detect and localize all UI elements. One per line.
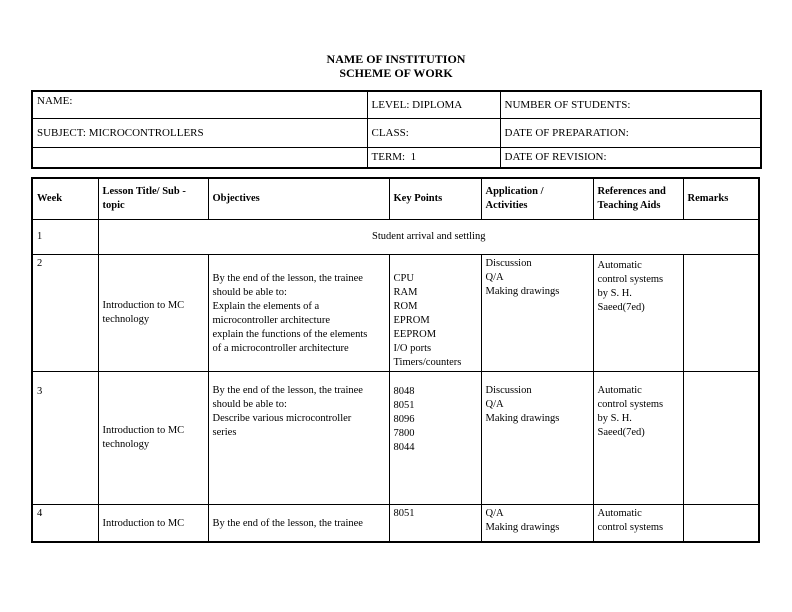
cell-references: Automatic control systems bbox=[592, 503, 684, 543]
info-row-3: TERM: 1 DATE OF REVISION: bbox=[31, 146, 762, 169]
cell-week1-note: Student arrival and settling bbox=[97, 218, 760, 255]
term-field: TERM: 1 bbox=[366, 146, 501, 169]
week-3-row: 3 Introduction to MC technology By the e… bbox=[31, 370, 760, 505]
week-4-row: 4 Introduction to MC By the end of the l… bbox=[31, 503, 760, 543]
cell-objectives: By the end of the lesson, the trainee sh… bbox=[207, 253, 390, 372]
week-2-row: 2 Introduction to MC technology By the e… bbox=[31, 253, 760, 372]
info-table: NAME: LEVEL: DIPLOMA NUMBER OF STUDENTS:… bbox=[31, 90, 762, 169]
cell-references: Automatic control systems by S. H. Saeed… bbox=[592, 253, 684, 372]
students-field: NUMBER OF STUDENTS: bbox=[499, 90, 762, 119]
info-row-1: NAME: LEVEL: DIPLOMA NUMBER OF STUDENTS: bbox=[31, 90, 762, 119]
col-header-application: Application / Activities bbox=[480, 177, 594, 220]
cell-week-number: 2 bbox=[31, 253, 99, 372]
institution-name: NAME OF INSTITUTION bbox=[326, 52, 466, 66]
name-field: NAME: bbox=[31, 90, 368, 119]
cell-week-number: 3 bbox=[31, 370, 99, 505]
level-field: LEVEL: DIPLOMA bbox=[366, 90, 501, 119]
document-title: NAME OF INSTITUTION SCHEME OF WORK bbox=[0, 52, 792, 80]
cell-application: Discussion Q/A Making drawings bbox=[480, 370, 594, 505]
col-header-remarks: Remarks bbox=[682, 177, 760, 220]
cell-remarks bbox=[682, 503, 760, 543]
subject-field: SUBJECT: MICROCONTROLLERS bbox=[31, 117, 368, 148]
revision-field: DATE OF REVISION: bbox=[499, 146, 762, 169]
cell-key-points: CPU RAM ROM EPROM EEPROM I/O ports Timer… bbox=[388, 253, 482, 372]
col-header-lesson-title: Lesson Title/ Sub - topic bbox=[97, 177, 209, 220]
cell-application: Q/A Making drawings bbox=[480, 503, 594, 543]
cell-key-points: 8051 bbox=[388, 503, 482, 543]
col-header-objectives: Objectives bbox=[207, 177, 390, 220]
col-header-key-points: Key Points bbox=[388, 177, 482, 220]
cell-objectives: By the end of the lesson, the trainee sh… bbox=[207, 370, 390, 505]
cell-week-number: 1 bbox=[31, 218, 99, 255]
cell-key-points: 8048 8051 8096 7800 8044 bbox=[388, 370, 482, 505]
cell-lesson-title: Introduction to MC bbox=[97, 503, 209, 543]
cell-lesson-title: Introduction to MC technology bbox=[97, 253, 209, 372]
class-field: CLASS: bbox=[366, 117, 501, 148]
col-header-week: Week bbox=[31, 177, 99, 220]
cell-remarks bbox=[682, 253, 760, 372]
scheme-header-row: Week Lesson Title/ Sub - topic Objective… bbox=[31, 177, 760, 220]
info-row-2: SUBJECT: MICROCONTROLLERS CLASS: DATE OF… bbox=[31, 117, 762, 148]
col-header-references: References and Teaching Aids bbox=[592, 177, 684, 220]
cell-objectives: By the end of the lesson, the trainee bbox=[207, 503, 390, 543]
cell-remarks bbox=[682, 370, 760, 505]
cell-lesson-title: Introduction to MC technology bbox=[97, 370, 209, 505]
cell-application: Discussion Q/A Making drawings bbox=[480, 253, 594, 372]
scheme-of-work-table: Week Lesson Title/ Sub - topic Objective… bbox=[31, 177, 760, 543]
cell-references: Automatic control systems by S. H. Saeed… bbox=[592, 370, 684, 505]
info-empty-cell bbox=[31, 146, 368, 169]
document-subtitle: SCHEME OF WORK bbox=[339, 66, 453, 80]
cell-week-number: 4 bbox=[31, 503, 99, 543]
preparation-field: DATE OF PREPARATION: bbox=[499, 117, 762, 148]
week-1-row: 1 Student arrival and settling bbox=[31, 218, 760, 255]
